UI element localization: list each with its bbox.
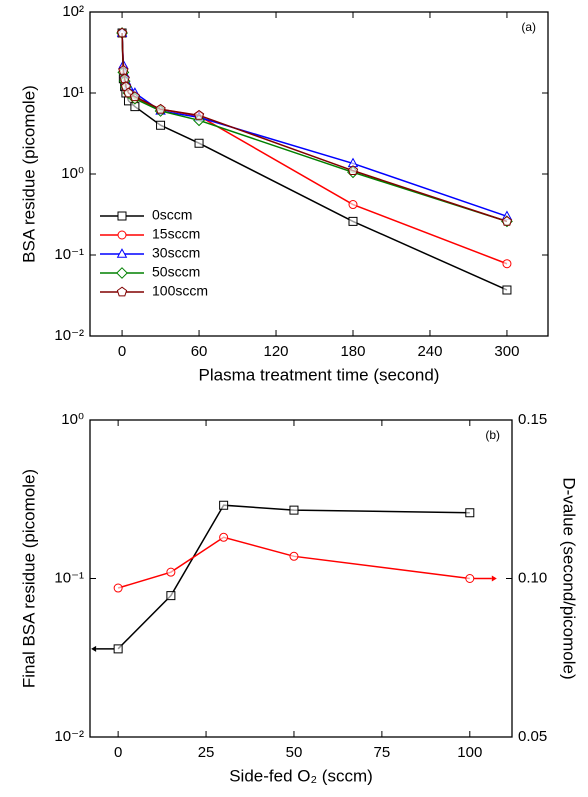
y-axis-label: BSA residue (picomole)	[19, 85, 38, 263]
x-axis-label: Plasma treatment time (second)	[199, 365, 440, 384]
series-line	[121, 33, 508, 223]
annotation: (b)	[485, 428, 500, 442]
data-point	[501, 215, 513, 226]
data-point	[194, 138, 204, 148]
legend-label: 100sccm	[152, 283, 208, 299]
legend-label: 50sccm	[152, 264, 200, 280]
x-tick-label: 120	[264, 343, 289, 360]
y-tick-label: 10¹	[62, 84, 84, 101]
data-point	[193, 109, 205, 120]
y-tick-label: 10⁻²	[54, 327, 84, 344]
y-tick-label: 10⁻¹	[54, 569, 84, 586]
y2-tick-label: 0.15	[518, 411, 547, 428]
data-point	[347, 165, 359, 176]
data-point	[156, 120, 166, 130]
axis-arrow-head	[491, 575, 497, 582]
legend-marker	[116, 267, 128, 279]
data-point	[129, 91, 141, 102]
data-point	[166, 567, 176, 577]
data-point	[289, 505, 299, 515]
data-point	[116, 27, 128, 38]
y-tick-label: 10⁰	[61, 165, 84, 182]
x-tick-label: 0	[118, 343, 126, 360]
y2-axis-label: D-value (second/picomole)	[560, 477, 579, 679]
x-tick-label: 240	[417, 343, 442, 360]
data-point	[219, 532, 229, 542]
x-tick-label: 100	[457, 744, 482, 761]
data-point	[465, 574, 475, 583]
legend-label: 30sccm	[152, 245, 200, 261]
y-tick-label: 10⁰	[61, 411, 84, 428]
data-point	[113, 583, 123, 593]
x-tick-label: 180	[340, 343, 365, 360]
y-axis-label: Final BSA residue (picomole)	[19, 469, 38, 688]
legend-marker	[117, 230, 127, 240]
axis-arrow-head	[91, 645, 97, 652]
x-axis-label: Side-fed O₂ (sccm)	[229, 766, 373, 785]
y2-tick-label: 0.10	[518, 569, 547, 586]
x-tick-label: 50	[286, 744, 303, 761]
series-line	[117, 536, 470, 589]
y2-tick-label: 0.05	[518, 728, 547, 745]
data-point	[502, 285, 512, 295]
y-tick-label: 10⁻²	[54, 728, 84, 745]
plot-frame	[89, 419, 513, 738]
legend-label: 15sccm	[152, 226, 200, 242]
data-point	[113, 644, 123, 654]
series-line	[117, 504, 470, 650]
y-tick-label: 10⁻¹	[54, 246, 84, 263]
data-point	[348, 216, 358, 226]
data-point	[155, 103, 166, 114]
y-tick-label: 10²	[62, 3, 84, 20]
legend-label: 0sccm	[152, 207, 192, 223]
annotation: (a)	[521, 20, 536, 34]
x-tick-label: 300	[494, 343, 519, 360]
data-point	[219, 500, 229, 510]
x-tick-label: 0	[114, 744, 122, 761]
series-line	[121, 33, 508, 218]
data-point	[465, 508, 475, 518]
x-tick-label: 75	[374, 744, 391, 761]
series-line	[121, 33, 508, 223]
legend-marker	[116, 286, 128, 297]
data-point	[166, 591, 176, 601]
data-point	[348, 200, 358, 210]
data-point	[502, 259, 512, 269]
legend-marker	[117, 211, 127, 221]
data-point	[289, 551, 299, 561]
x-tick-label: 60	[191, 343, 208, 360]
x-tick-label: 25	[198, 744, 215, 761]
legend-marker	[116, 248, 128, 258]
